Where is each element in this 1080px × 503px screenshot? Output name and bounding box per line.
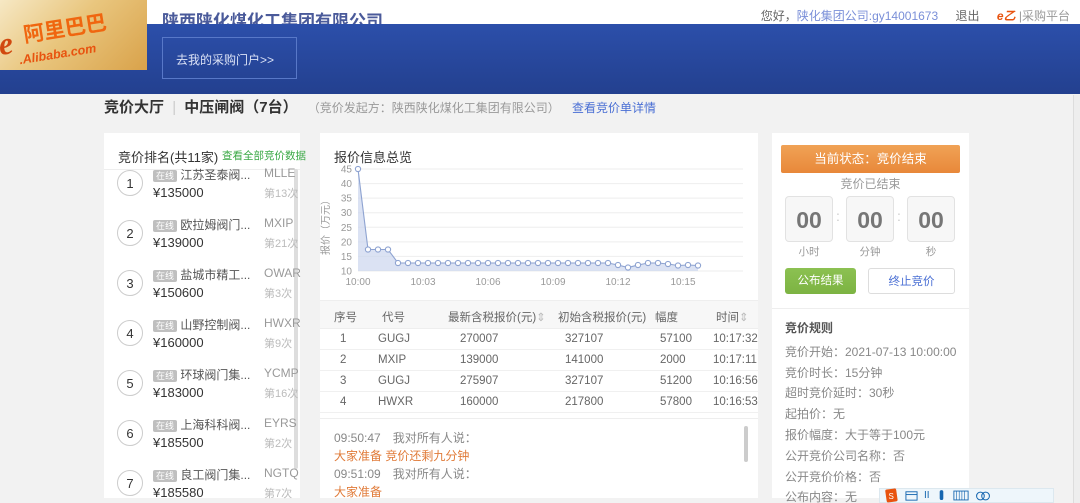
svg-text:10:09: 10:09: [540, 277, 565, 288]
svg-text:10:00: 10:00: [345, 277, 370, 288]
svg-text:15: 15: [341, 252, 353, 263]
svg-text:阿里巴巴: 阿里巴巴: [21, 6, 109, 49]
svg-text:40: 40: [341, 179, 353, 190]
svg-text:35: 35: [341, 194, 353, 205]
svg-text:20: 20: [341, 237, 353, 248]
svg-text:报价（万元）: 报价（万元）: [320, 195, 332, 255]
svg-text:10:03: 10:03: [410, 277, 435, 288]
svg-text:10:12: 10:12: [605, 277, 630, 288]
svg-text:e: e: [0, 24, 15, 62]
svg-text:30: 30: [341, 208, 353, 219]
svg-text:S: S: [889, 492, 894, 501]
svg-text:45: 45: [341, 165, 353, 176]
svg-text:10: 10: [341, 267, 353, 278]
svg-text:10:15: 10:15: [670, 277, 695, 288]
svg-text:10:06: 10:06: [475, 277, 500, 288]
svg-text:25: 25: [341, 223, 353, 234]
